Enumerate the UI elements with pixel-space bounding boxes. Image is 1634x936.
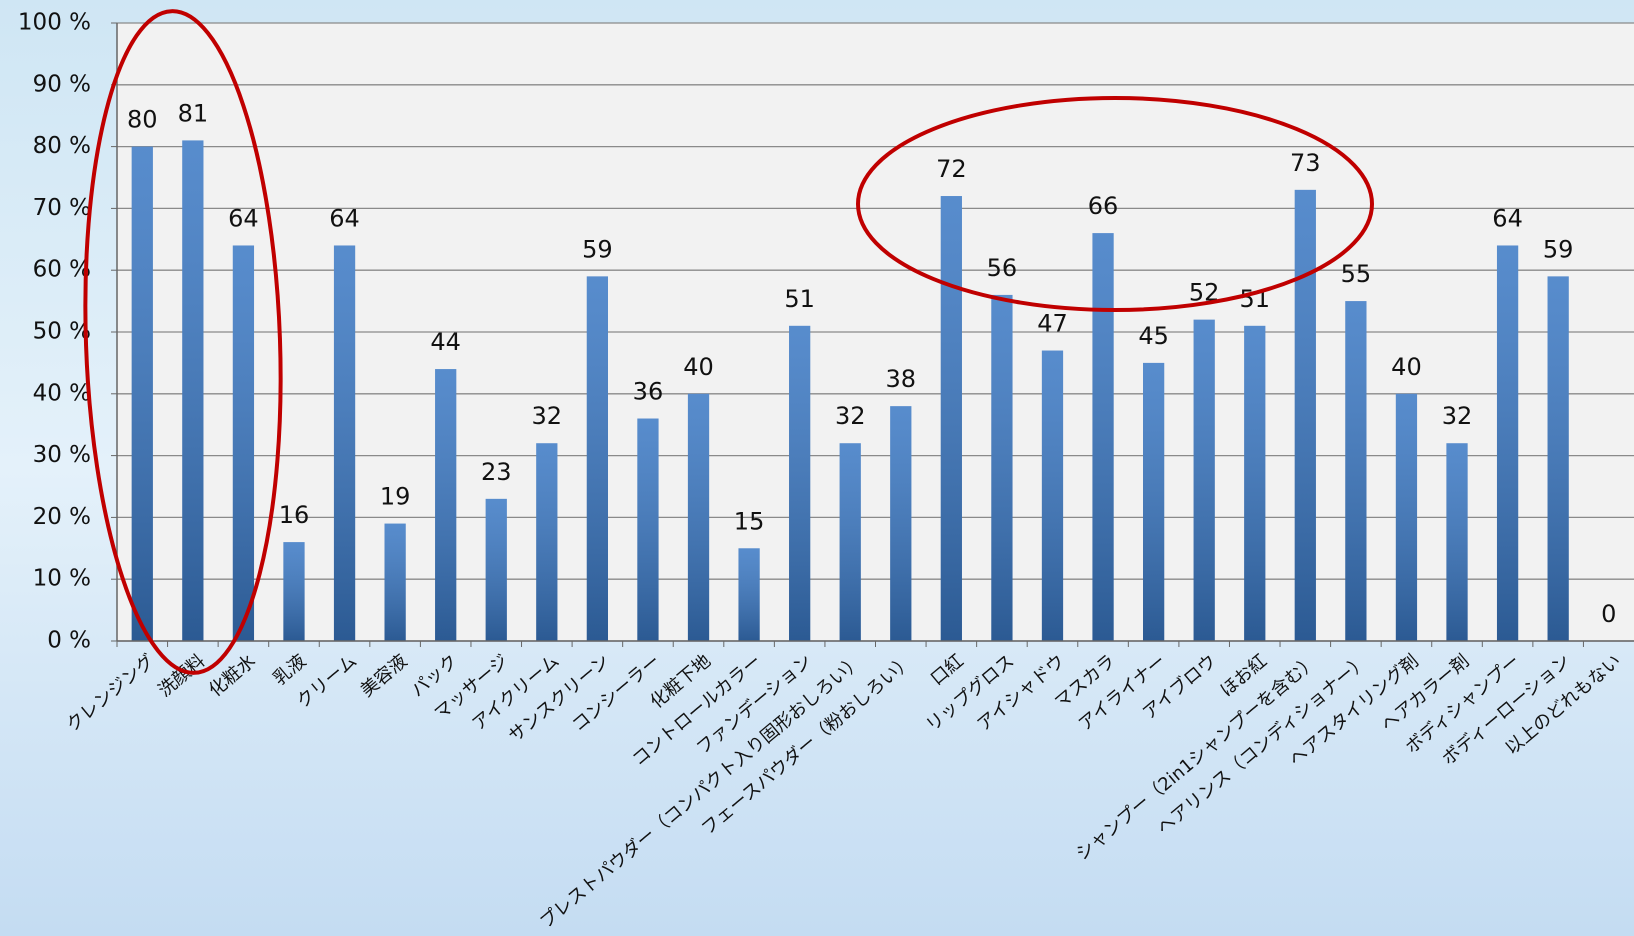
bar-shade [839,443,861,641]
value-label: 23 [481,458,512,486]
bar-shade [1496,245,1519,642]
bar-shade [1244,325,1266,641]
value-label: 44 [430,328,461,356]
value-label: 36 [633,378,664,406]
y-tick-label: 80 % [33,133,91,159]
bar-shade [283,542,305,641]
bar-shade [738,548,760,641]
value-label: 55 [1341,260,1372,288]
y-tick-label: 40 % [33,380,91,406]
value-label: 32 [835,402,866,430]
bar-shade [1142,362,1165,641]
bar-shade [232,245,255,642]
y-tick-label: 10 % [33,566,91,592]
value-label: 81 [178,99,209,127]
bar-shade [1294,189,1316,642]
bar-shade [1395,393,1418,641]
bar-shade [1193,319,1215,641]
value-label: 19 [380,483,411,511]
bar-shade [890,406,912,641]
highlight-ellipse [83,9,283,675]
bar-shade [384,523,406,641]
bar-shade [1345,301,1367,641]
value-label: 15 [734,507,765,535]
bar-shade [586,276,609,641]
y-tick-label: 30 % [33,442,91,468]
bar-shade [687,393,710,641]
bar-shade [333,245,356,642]
value-label: 40 [1391,353,1422,381]
bar-shade [789,325,811,641]
value-label: 59 [582,235,613,263]
value-label: 64 [329,204,360,232]
value-label: 0 [1601,600,1616,628]
y-tick-label: 20 % [33,504,91,530]
value-label: 80 [127,106,158,134]
value-label: 64 [1492,204,1523,232]
bar-shade [435,369,457,641]
value-label: 16 [279,501,310,529]
y-tick-label: 90 % [33,71,91,97]
y-tick-label: 0 % [47,628,91,654]
value-label: 59 [1543,235,1574,263]
bar-shade [991,294,1013,641]
bar-shade [536,443,558,641]
bar-shade [1041,350,1064,641]
value-label: 38 [886,365,917,393]
y-tick-label: 60 % [33,257,91,283]
y-tick-label: 50 % [33,319,91,345]
value-label: 66 [1088,192,1119,220]
value-label: 45 [1138,322,1169,350]
bar-shade [485,498,507,641]
bar-shade [637,418,659,641]
value-label: 40 [683,353,714,381]
bar-shade [182,140,204,642]
value-label: 64 [228,204,259,232]
bar-shade [1547,276,1569,641]
highlight-ellipse [856,96,1374,312]
bar-shade [940,196,962,642]
value-label: 72 [936,155,967,183]
bar-shade [1092,233,1114,641]
value-label: 51 [784,285,815,313]
y-tick-label: 70 % [33,195,91,221]
y-tick-label: 100 % [18,10,91,36]
value-label: 32 [532,402,563,430]
value-label: 47 [1037,310,1068,338]
bar-shade [131,146,153,641]
value-label: 73 [1290,149,1321,177]
value-label: 56 [987,254,1018,282]
bar-shade [1446,443,1468,641]
value-label: 32 [1442,402,1473,430]
